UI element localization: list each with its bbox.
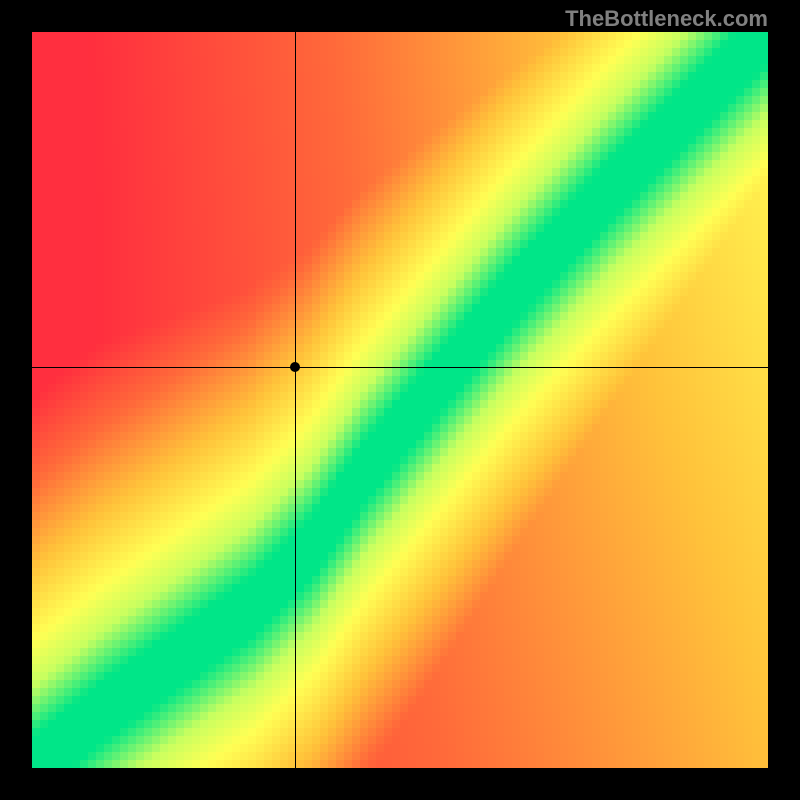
chart-container: TheBottleneck.com <box>0 0 800 800</box>
plot-area <box>32 32 768 768</box>
crosshair-vertical <box>295 32 296 768</box>
crosshair-horizontal <box>32 367 768 368</box>
heatmap-canvas <box>32 32 768 768</box>
watermark-text: TheBottleneck.com <box>565 6 768 32</box>
crosshair-marker[interactable] <box>290 362 300 372</box>
